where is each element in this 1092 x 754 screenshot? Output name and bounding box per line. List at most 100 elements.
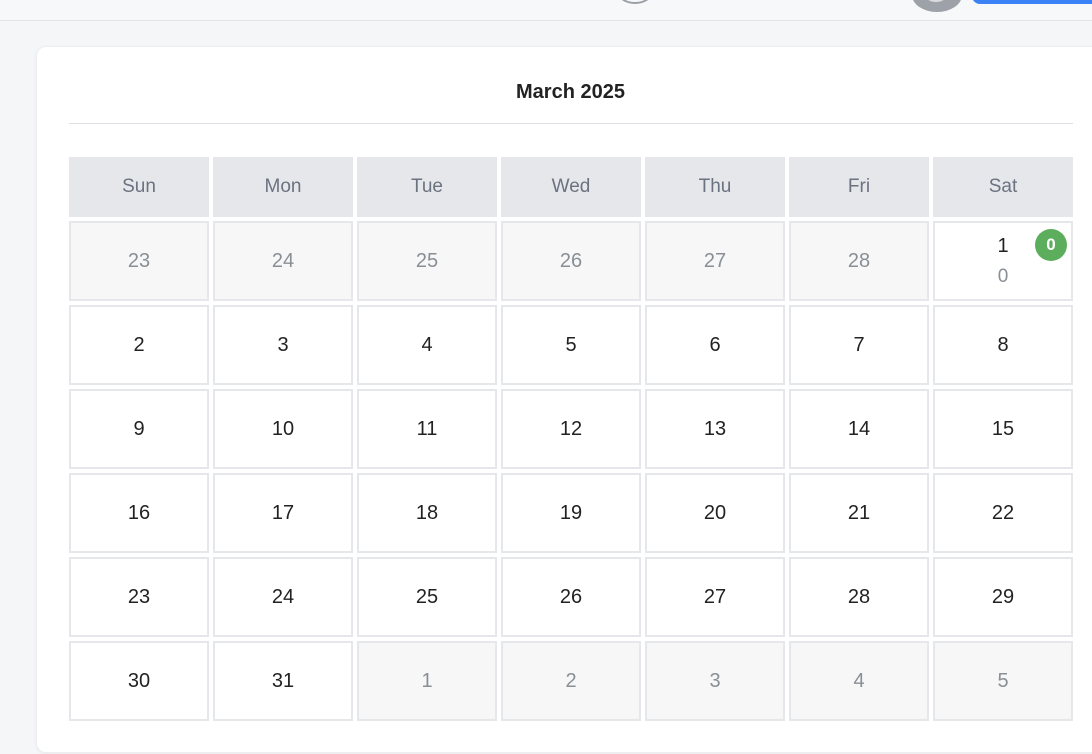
day-number: 11	[416, 417, 438, 440]
day-number: 4	[853, 669, 865, 692]
day-number: 15	[991, 417, 1015, 440]
day-number: 23	[127, 249, 151, 272]
day-number: 24	[271, 585, 295, 608]
calendar-day-cell[interactable]: 31	[213, 641, 353, 721]
day-number: 4	[421, 333, 433, 356]
calendar-day-cell[interactable]: 21	[789, 473, 929, 553]
day-number: 13	[703, 417, 727, 440]
avatar[interactable]	[912, 0, 962, 12]
calendar-day-cell[interactable]: 24	[213, 221, 353, 301]
day-number: 21	[847, 501, 871, 524]
calendar-grid: Sun Mon Tue Wed Thu Fri Sat 23 24 25 26 27 28 1 0 0 2 3 4 5…	[69, 157, 1073, 721]
weekday-header-mon: Mon	[213, 157, 353, 217]
event-count: 0	[997, 266, 1009, 287]
calendar-day-cell[interactable]: 22	[933, 473, 1073, 553]
calendar-day-cell[interactable]: 5	[501, 305, 641, 385]
calendar-day-cell[interactable]: 25	[357, 557, 497, 637]
calendar-day-cell[interactable]: 26	[501, 557, 641, 637]
day-number: 27	[703, 585, 727, 608]
day-number: 31	[271, 669, 295, 692]
day-number: 5	[565, 333, 577, 356]
calendar-day-cell[interactable]: 2	[69, 305, 209, 385]
day-number: 2	[565, 669, 577, 692]
calendar-day-cell[interactable]: 6	[645, 305, 785, 385]
weekday-header-thu: Thu	[645, 157, 785, 217]
day-number: 20	[703, 501, 727, 524]
calendar-day-cell[interactable]: 30	[69, 641, 209, 721]
calendar-day-cell[interactable]: 2	[501, 641, 641, 721]
primary-button[interactable]	[972, 0, 1092, 4]
day-number: 17	[271, 501, 295, 524]
calendar-day-cell[interactable]: 4	[357, 305, 497, 385]
calendar-day-cell[interactable]: 7	[789, 305, 929, 385]
weekday-header-sat: Sat	[933, 157, 1073, 217]
count-badge: 0	[1035, 229, 1067, 261]
day-number: 2	[133, 333, 145, 356]
calendar-day-cell[interactable]: 25	[357, 221, 497, 301]
calendar-day-cell[interactable]: 15	[933, 389, 1073, 469]
day-number: 10	[271, 417, 295, 440]
day-number: 12	[559, 417, 583, 440]
day-number: 28	[847, 585, 871, 608]
calendar-day-cell[interactable]: 17	[213, 473, 353, 553]
weekday-header-tue: Tue	[357, 157, 497, 217]
day-number: 25	[415, 249, 439, 272]
day-number: 3	[709, 669, 721, 692]
title-divider	[69, 123, 1073, 124]
day-number: 23	[127, 585, 151, 608]
day-number: 3	[277, 333, 289, 356]
calendar-day-cell[interactable]: 20	[645, 473, 785, 553]
calendar-day-cell[interactable]: 24	[213, 557, 353, 637]
circle-icon[interactable]	[618, 0, 652, 4]
day-number: 18	[415, 501, 439, 524]
calendar-day-cell[interactable]: 28	[789, 221, 929, 301]
month-title: March 2025	[516, 81, 625, 103]
calendar-day-cell[interactable]: 27	[645, 221, 785, 301]
day-number: 8	[997, 333, 1009, 356]
day-number: 7	[853, 333, 865, 356]
day-number: 5	[997, 669, 1009, 692]
calendar-day-cell[interactable]: 1 0 0	[933, 221, 1073, 301]
calendar-day-cell[interactable]: 18	[357, 473, 497, 553]
calendar-day-cell[interactable]: 9	[69, 389, 209, 469]
calendar-day-cell[interactable]: 14	[789, 389, 929, 469]
calendar-day-cell[interactable]: 29	[933, 557, 1073, 637]
calendar-day-cell[interactable]: 19	[501, 473, 641, 553]
calendar-day-cell[interactable]: 3	[645, 641, 785, 721]
calendar-day-cell[interactable]: 26	[501, 221, 641, 301]
day-number: 16	[127, 501, 151, 524]
weekday-header-wed: Wed	[501, 157, 641, 217]
calendar-day-cell[interactable]: 10	[213, 389, 353, 469]
day-number: 24	[271, 249, 295, 272]
calendar-day-cell[interactable]: 27	[645, 557, 785, 637]
day-number: 26	[559, 249, 583, 272]
day-number: 1	[421, 669, 433, 692]
calendar-day-cell[interactable]: 12	[501, 389, 641, 469]
day-number: 30	[127, 669, 151, 692]
weekday-header-fri: Fri	[789, 157, 929, 217]
day-number: 27	[703, 249, 727, 272]
calendar-day-cell[interactable]: 1	[357, 641, 497, 721]
day-number: 9	[133, 417, 145, 440]
calendar-day-cell[interactable]: 5	[933, 641, 1073, 721]
calendar-card: March 2025 Sun Mon Tue Wed Thu Fri Sat 23 24 25 26…	[36, 46, 1092, 753]
calendar-day-cell[interactable]: 13	[645, 389, 785, 469]
day-number: 29	[991, 585, 1015, 608]
calendar-day-cell[interactable]: 23	[69, 221, 209, 301]
day-number: 19	[559, 501, 583, 524]
day-number: 25	[415, 585, 439, 608]
day-number: 6	[709, 333, 721, 356]
calendar-day-cell[interactable]: 3	[213, 305, 353, 385]
top-bar	[0, 0, 1092, 21]
day-number: 26	[559, 585, 583, 608]
calendar-day-cell[interactable]: 11	[357, 389, 497, 469]
weekday-header-sun: Sun	[69, 157, 209, 217]
calendar-day-cell[interactable]: 16	[69, 473, 209, 553]
day-number: 14	[847, 417, 871, 440]
calendar-day-cell[interactable]: 28	[789, 557, 929, 637]
calendar-day-cell[interactable]: 8	[933, 305, 1073, 385]
calendar-day-cell[interactable]: 4	[789, 641, 929, 721]
day-number: 1	[997, 235, 1009, 257]
day-number: 28	[847, 249, 871, 272]
calendar-day-cell[interactable]: 23	[69, 557, 209, 637]
